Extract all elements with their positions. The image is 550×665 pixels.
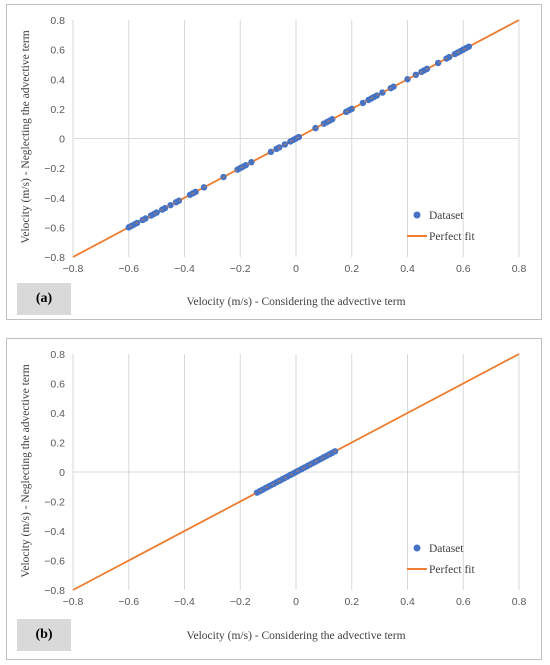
panel-label-a: (a) xyxy=(17,283,71,315)
data-point xyxy=(248,159,255,166)
y-tick-label: −0.6 xyxy=(44,222,65,234)
y-tick-label: 0.4 xyxy=(50,408,65,420)
y-tick-label: 0.2 xyxy=(50,104,65,116)
y-tick-label: 0.4 xyxy=(50,74,65,86)
data-point xyxy=(167,201,174,209)
data-point xyxy=(446,53,453,61)
data-point xyxy=(359,99,367,107)
y-axis-title: Velocity (m/s) - Neglecting the advectiv… xyxy=(20,30,32,243)
y-tick-label: 0.6 xyxy=(50,379,65,391)
perfect-fit-line-overlay xyxy=(122,380,470,564)
y-tick-label: 0.6 xyxy=(50,45,65,57)
x-tick-label: 0.2 xyxy=(344,263,359,275)
legend-label-dataset: Dataset xyxy=(429,543,464,555)
x-tick-label: −0.6 xyxy=(118,263,139,275)
x-tick-label: 0.8 xyxy=(512,263,527,275)
data-point xyxy=(404,76,411,83)
x-tick-label: 0.6 xyxy=(456,263,471,275)
y-axis-title: Velocity (m/s) - Neglecting the advectiv… xyxy=(20,364,32,577)
legend-label-fit: Perfect fit xyxy=(429,231,475,243)
scatter-chart-a: −0.8 −0.6 −0.4 −0.2 0 0.2 0.4 0.6 0.8 0.8 0.6 0.4 0.… xyxy=(20,15,527,308)
data-point xyxy=(161,204,169,212)
data-point xyxy=(192,188,199,196)
y-tick-label: −0.8 xyxy=(44,585,65,597)
x-tick-label: −0.8 xyxy=(63,263,84,275)
y-tick-label: 0.8 xyxy=(50,349,65,361)
data-point xyxy=(267,148,275,156)
data-point xyxy=(434,59,442,67)
y-tick-label: −0.2 xyxy=(44,497,65,509)
x-axis-title: Velocity (m/s) - Considering the advecti… xyxy=(186,296,405,308)
legend-marker-dataset xyxy=(413,544,421,552)
data-point xyxy=(379,89,386,96)
y-tick-label: −0.4 xyxy=(44,193,65,205)
data-point xyxy=(242,161,250,169)
y-tick-label: 0 xyxy=(59,467,65,479)
x-tick-label: −0.4 xyxy=(174,263,195,275)
y-tick-label: −0.4 xyxy=(44,526,65,538)
x-tick-label: 0 xyxy=(293,596,299,608)
x-tick-label: 0 xyxy=(293,263,299,275)
panel-label-b: (b) xyxy=(17,619,71,651)
data-point xyxy=(348,105,355,113)
data-point xyxy=(142,215,149,222)
x-tick-label: −0.8 xyxy=(63,596,84,608)
data-point xyxy=(465,43,473,50)
y-tick-label: −0.8 xyxy=(44,252,65,264)
y-tick-label: −0.2 xyxy=(44,163,65,175)
x-tick-label: −0.4 xyxy=(174,596,195,608)
x-tick-label: 0.8 xyxy=(512,596,527,608)
x-tick-label: 0.4 xyxy=(400,263,415,275)
x-tick-label: −0.6 xyxy=(118,596,139,608)
perfect-fit-line-overlay xyxy=(122,46,470,231)
legend-label-fit: Perfect fit xyxy=(429,564,475,576)
x-tick-label: 0.4 xyxy=(400,596,415,608)
y-tick-label: 0.2 xyxy=(50,438,65,450)
y-tick-label: 0 xyxy=(59,134,65,146)
legend-label-dataset: Dataset xyxy=(429,210,464,222)
chart-panel-a: −0.8 −0.6 −0.4 −0.2 0 0.2 0.4 0.6 0.8 0.8 0.6 0.4 0.… xyxy=(6,4,542,320)
y-tick-label: −0.6 xyxy=(44,556,65,568)
x-tick-label: −0.2 xyxy=(230,263,251,275)
x-tick-label: −0.2 xyxy=(230,596,251,608)
y-tick-label: 0.8 xyxy=(50,15,65,27)
x-axis-title: Velocity (m/s) - Considering the advecti… xyxy=(186,630,405,642)
x-tick-label: 0.2 xyxy=(344,596,359,608)
x-tick-label: 0.6 xyxy=(456,596,471,608)
chart-panel-b: −0.8 −0.6 −0.4 −0.2 0 0.2 0.4 0.6 0.8 0.8 0.6 0.4 0.… xyxy=(6,338,542,660)
data-point xyxy=(329,116,336,123)
scatter-chart-b: −0.8 −0.6 −0.4 −0.2 0 0.2 0.4 0.6 0.8 0.8 0.6 0.4 0.… xyxy=(20,349,527,642)
legend-marker-dataset xyxy=(413,211,421,219)
data-point xyxy=(390,83,397,90)
